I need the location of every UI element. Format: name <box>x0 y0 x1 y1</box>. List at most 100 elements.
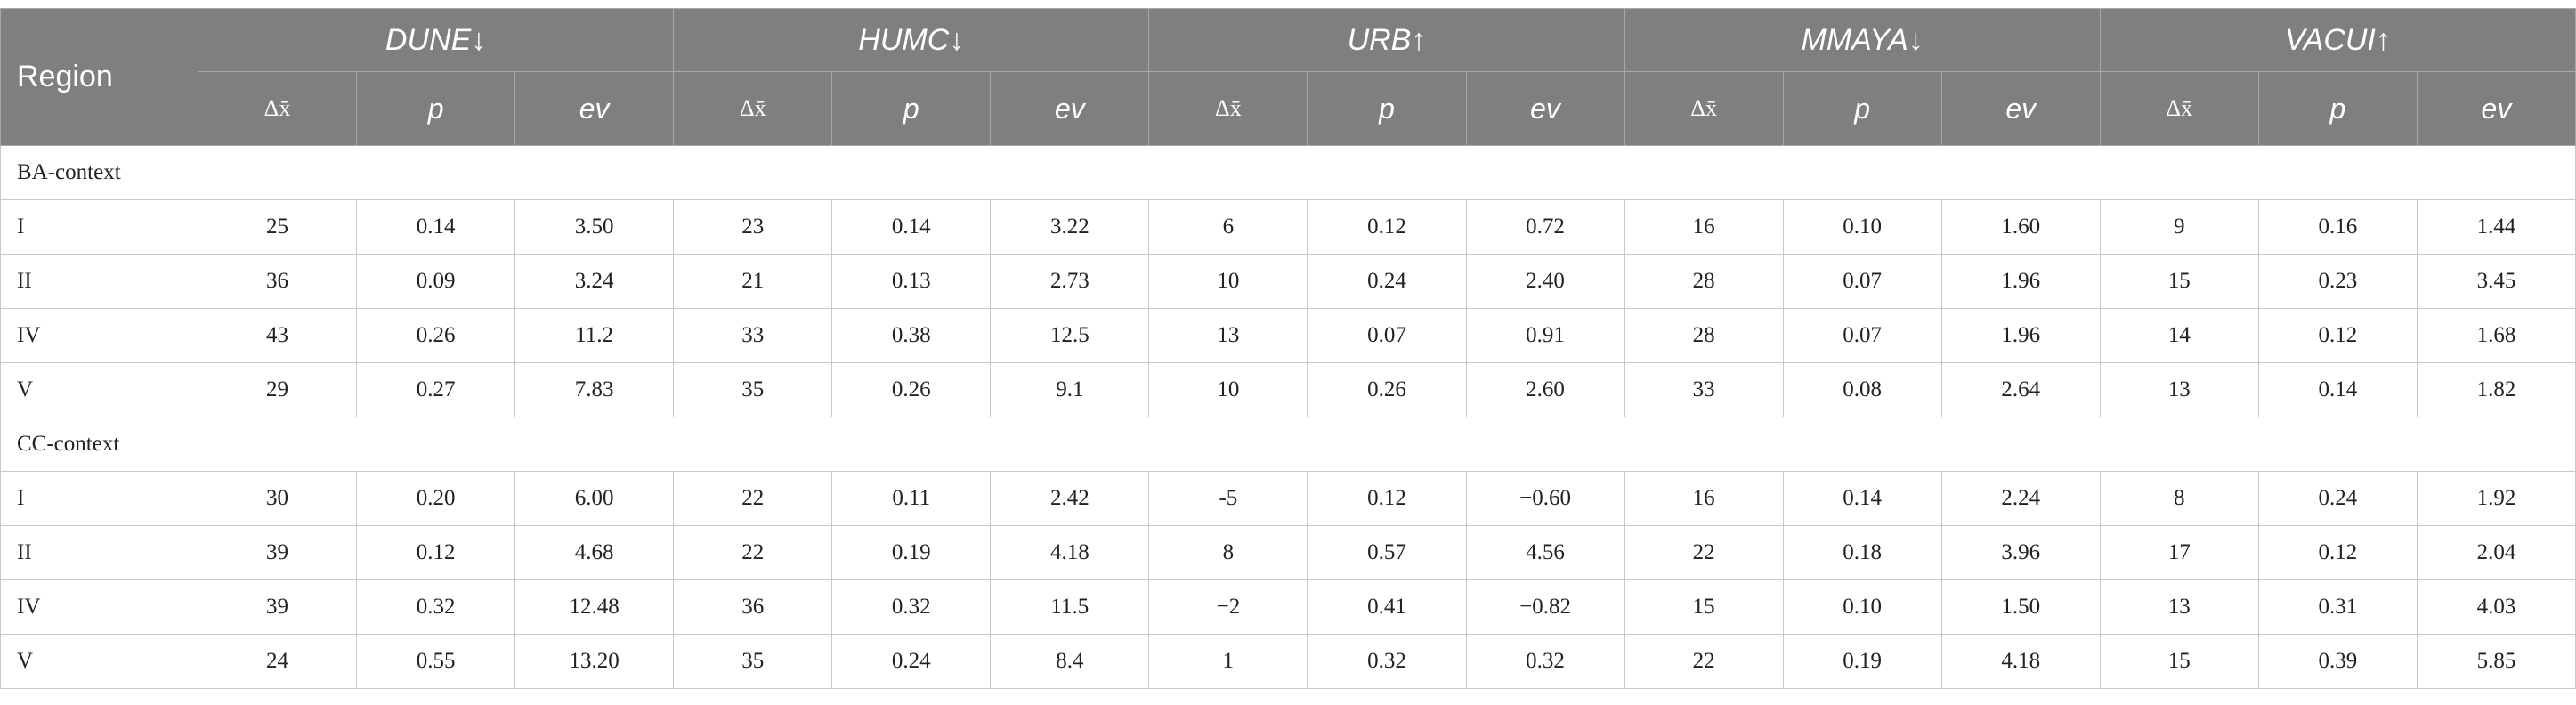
table-body: BA-context I 25 0.14 3.50 23 0.14 3.22 6 0.12 0.72… <box>0 145 2576 689</box>
cell: 1.68 <box>2416 308 2576 363</box>
cell: 24 <box>197 634 358 689</box>
header-row: Region DUNE↓ HUMC↓ URB↑ MMAYA↓ VACUI↑ <box>0 8 2576 146</box>
cell: 22 <box>1624 525 1784 580</box>
metric-header: VACUI↑ <box>2099 8 2576 72</box>
cell: 0.26 <box>831 362 992 417</box>
cell: 11.5 <box>990 579 1150 635</box>
cell: 13 <box>1148 308 1308 363</box>
cell: 0.12 <box>1307 471 1467 526</box>
data-row: V 29 0.27 7.83 35 0.26 9.1 10 0.26 2.60 33 0.08 2.64… <box>0 362 2576 417</box>
cell: 21 <box>673 254 833 309</box>
data-row: II 39 0.12 4.68 22 0.19 4.18 8 0.57 4.56 22 0.18 3.9… <box>0 525 2576 580</box>
sub-header: Δx̄ <box>2099 71 2259 146</box>
cell: 1.44 <box>2416 199 2576 255</box>
cell: 0.14 <box>356 199 516 255</box>
data-row: II 36 0.09 3.24 21 0.13 2.73 10 0.24 2.40 28 0.07 1.… <box>0 254 2576 309</box>
cell: 3.96 <box>1940 525 2101 580</box>
sub-header: p <box>1782 71 1942 146</box>
row-label: IV <box>0 308 198 363</box>
cell: 3.50 <box>514 199 675 255</box>
cell: 0.10 <box>1782 579 1942 635</box>
table-wrap: Region DUNE↓ HUMC↓ URB↑ MMAYA↓ VACUI↑ Δx̄ p ev Δx… <box>0 8 2576 689</box>
cell: 0.31 <box>2257 579 2418 635</box>
cell: 43 <box>197 308 358 363</box>
cell: 0.12 <box>1307 199 1467 255</box>
cell: 0.38 <box>831 308 992 363</box>
cell: 28 <box>1624 254 1784 309</box>
cell: 1.60 <box>1940 199 2101 255</box>
cell: 2.40 <box>1465 254 1625 309</box>
cell: 0.08 <box>1782 362 1942 417</box>
cell: 0.14 <box>1782 471 1942 526</box>
cell: 4.56 <box>1465 525 1625 580</box>
cell: 0.12 <box>2257 308 2418 363</box>
cell: 2.24 <box>1940 471 2101 526</box>
cell: 0.19 <box>831 525 992 580</box>
cell: 14 <box>2099 308 2259 363</box>
cell: 0.24 <box>1307 254 1467 309</box>
cell: 35 <box>673 634 833 689</box>
cell: 0.24 <box>831 634 992 689</box>
cell: 22 <box>1624 634 1784 689</box>
row-label: I <box>0 471 198 526</box>
cell: 0.12 <box>356 525 516 580</box>
data-row: I 30 0.20 6.00 22 0.11 2.42 -5 0.12 −0.60 16 0.14 2.… <box>0 471 2576 526</box>
cell: 39 <box>197 525 358 580</box>
cell: −0.82 <box>1465 579 1625 635</box>
cell: 10 <box>1148 254 1308 309</box>
cell: 1.82 <box>2416 362 2576 417</box>
cell: 8.4 <box>990 634 1150 689</box>
cell: 4.03 <box>2416 579 2576 635</box>
cell: 16 <box>1624 199 1784 255</box>
cell: 0.32 <box>831 579 992 635</box>
cell: 0.19 <box>1782 634 1942 689</box>
cell: 0.16 <box>2257 199 2418 255</box>
cell: 1.96 <box>1940 308 2101 363</box>
cell: 11.2 <box>514 308 675 363</box>
cell: 39 <box>197 579 358 635</box>
cell: 15 <box>2099 634 2259 689</box>
section-label: BA-context <box>0 145 2576 200</box>
cell: 0.24 <box>2257 471 2418 526</box>
cell: 35 <box>673 362 833 417</box>
section-label: CC-context <box>0 417 2576 472</box>
cell: 13.20 <box>514 634 675 689</box>
metric-header: URB↑ <box>1148 8 1625 72</box>
cell: 0.39 <box>2257 634 2418 689</box>
sub-header: p <box>831 71 992 146</box>
cell: 23 <box>673 199 833 255</box>
metric-header: DUNE↓ <box>197 8 675 72</box>
sub-header: ev <box>514 71 675 146</box>
cell: 0.57 <box>1307 525 1467 580</box>
cell: 0.09 <box>356 254 516 309</box>
sub-header: ev <box>990 71 1150 146</box>
cell: 12.5 <box>990 308 1150 363</box>
cell: 33 <box>1624 362 1784 417</box>
cell: 0.10 <box>1782 199 1942 255</box>
subheader-row: Δx̄ p ev Δx̄ p ev Δx̄ p ev Δx̄ p ev Δx̄ p ev <box>1 71 2576 146</box>
cell: 15 <box>1624 579 1784 635</box>
cell: 0.14 <box>831 199 992 255</box>
sub-header: p <box>2257 71 2418 146</box>
cell: 7.83 <box>514 362 675 417</box>
cell: 8 <box>1148 525 1308 580</box>
cell: 0.07 <box>1307 308 1467 363</box>
cell: 6 <box>1148 199 1308 255</box>
row-label: V <box>0 634 198 689</box>
cell: 8 <box>2099 471 2259 526</box>
cell: 0.07 <box>1782 308 1942 363</box>
cell: 0.07 <box>1782 254 1942 309</box>
cell: 0.32 <box>356 579 516 635</box>
sub-header: p <box>356 71 516 146</box>
cell: 1.92 <box>2416 471 2576 526</box>
cell: 33 <box>673 308 833 363</box>
cell: 3.45 <box>2416 254 2576 309</box>
cell: -5 <box>1148 471 1308 526</box>
cell: 4.18 <box>1940 634 2101 689</box>
cell: 0.32 <box>1465 634 1625 689</box>
cell: 1 <box>1148 634 1308 689</box>
row-label: IV <box>0 579 198 635</box>
cell: −0.60 <box>1465 471 1625 526</box>
cell: 5.85 <box>2416 634 2576 689</box>
